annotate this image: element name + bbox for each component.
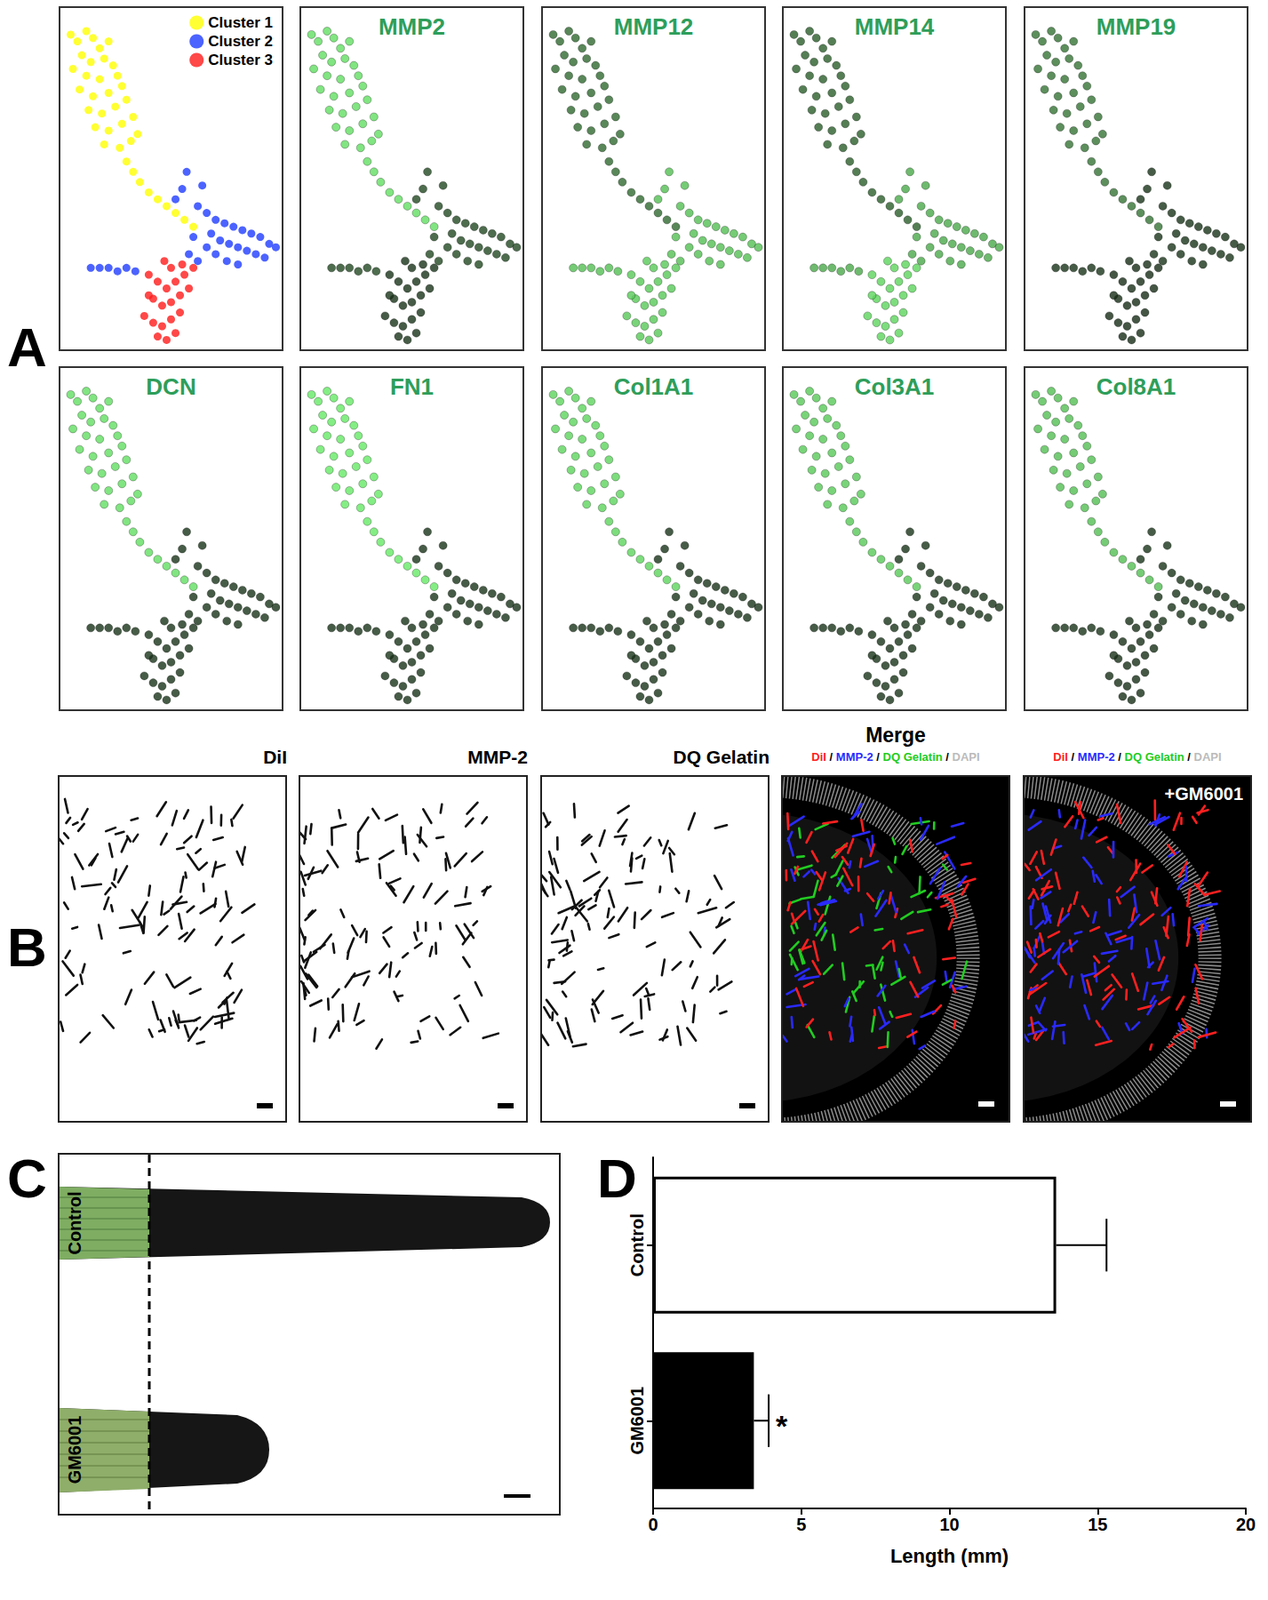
html-text:DQ Gelatin: DQ Gelatin — [673, 746, 770, 767]
svg-text:Length (mm): Length (mm) — [890, 1544, 1009, 1567]
svg-text:Control: Control — [64, 1190, 85, 1254]
html-text:Merge: Merge — [865, 723, 926, 747]
html-text:DiI / MMP-2 / DQ Gelatin / DAP: DiI / MMP-2 / DQ Gelatin / DAPI — [811, 749, 980, 764]
svg-text:MMP19: MMP19 — [1096, 13, 1177, 40]
svg-text:GM6001: GM6001 — [64, 1415, 85, 1484]
html-text:B: B — [7, 916, 47, 978]
html-text:DiI: DiI — [263, 746, 288, 767]
svg-text:Control: Control — [627, 1212, 647, 1276]
svg-text:MMP14: MMP14 — [854, 13, 935, 40]
svg-text:Cluster 3: Cluster 3 — [207, 51, 273, 69]
svg-text:10: 10 — [939, 1514, 959, 1534]
svg-text:15: 15 — [1087, 1514, 1108, 1534]
svg-text:MMP12: MMP12 — [614, 13, 694, 40]
svg-text:FN1: FN1 — [390, 373, 434, 400]
svg-text:+GM6001: +GM6001 — [1164, 783, 1244, 804]
svg-text:DCN: DCN — [145, 373, 196, 400]
svg-text:Col3A1: Col3A1 — [854, 373, 935, 400]
html-text:DiI / MMP-2 / DQ Gelatin / DAP: DiI / MMP-2 / DQ Gelatin / DAPI — [1053, 749, 1222, 764]
html-text:MMP-2: MMP-2 — [467, 746, 528, 767]
svg-text:GM6001: GM6001 — [627, 1386, 647, 1455]
svg-text:MMP2: MMP2 — [378, 13, 446, 40]
svg-text:Cluster 2: Cluster 2 — [207, 32, 273, 50]
svg-text:Col1A1: Col1A1 — [614, 373, 694, 400]
html-text:C: C — [7, 1147, 47, 1209]
svg-text:*: * — [775, 1408, 789, 1443]
svg-text:Cluster 1: Cluster 1 — [207, 14, 273, 32]
html-text:A: A — [7, 316, 47, 378]
html-text:D: D — [597, 1147, 637, 1209]
svg-text:0: 0 — [647, 1514, 658, 1534]
svg-text:20: 20 — [1236, 1514, 1256, 1534]
svg-text:Col8A1: Col8A1 — [1096, 373, 1177, 400]
svg-text:5: 5 — [796, 1514, 806, 1534]
